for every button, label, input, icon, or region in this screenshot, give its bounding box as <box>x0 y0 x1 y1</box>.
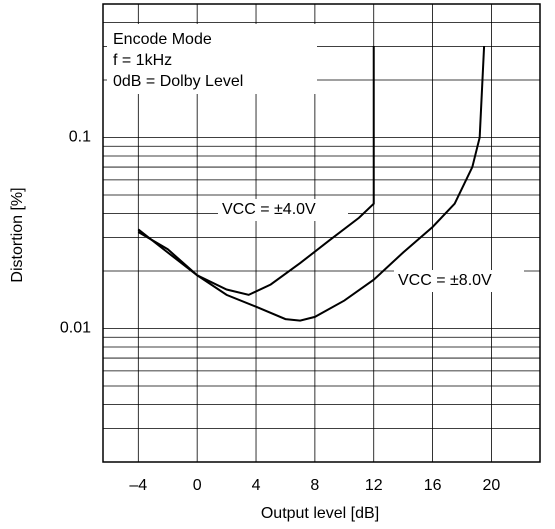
series-label: VCC = ±4.0V <box>222 201 316 218</box>
x-tick-label: 4 <box>252 477 261 494</box>
annotation: 0dB = Dolby Level <box>113 73 243 90</box>
series-label-bg <box>218 199 348 221</box>
annotation: f = 1kHz <box>113 52 172 69</box>
annotation: Encode Mode <box>113 31 212 48</box>
x-axis-label: Output level [dB] <box>261 505 379 522</box>
annotation-box <box>107 24 317 94</box>
x-tick-label: 20 <box>483 477 501 494</box>
series-label: VCC = ±8.0V <box>398 272 492 289</box>
line <box>137 46 486 322</box>
x-tick-label: –4 <box>129 477 147 494</box>
series-label-bg <box>394 270 524 292</box>
y-axis-label: Distortion [%] <box>9 187 26 282</box>
x-tick-label: 0 <box>193 477 202 494</box>
x-tick-label: 8 <box>310 477 319 494</box>
plot-frame <box>102 3 541 463</box>
y-tick-label: 0.1 <box>69 129 91 146</box>
x-tick-label: 16 <box>424 477 442 494</box>
y-tick-label: 0.01 <box>60 320 91 337</box>
x-tick-label: 12 <box>365 477 383 494</box>
